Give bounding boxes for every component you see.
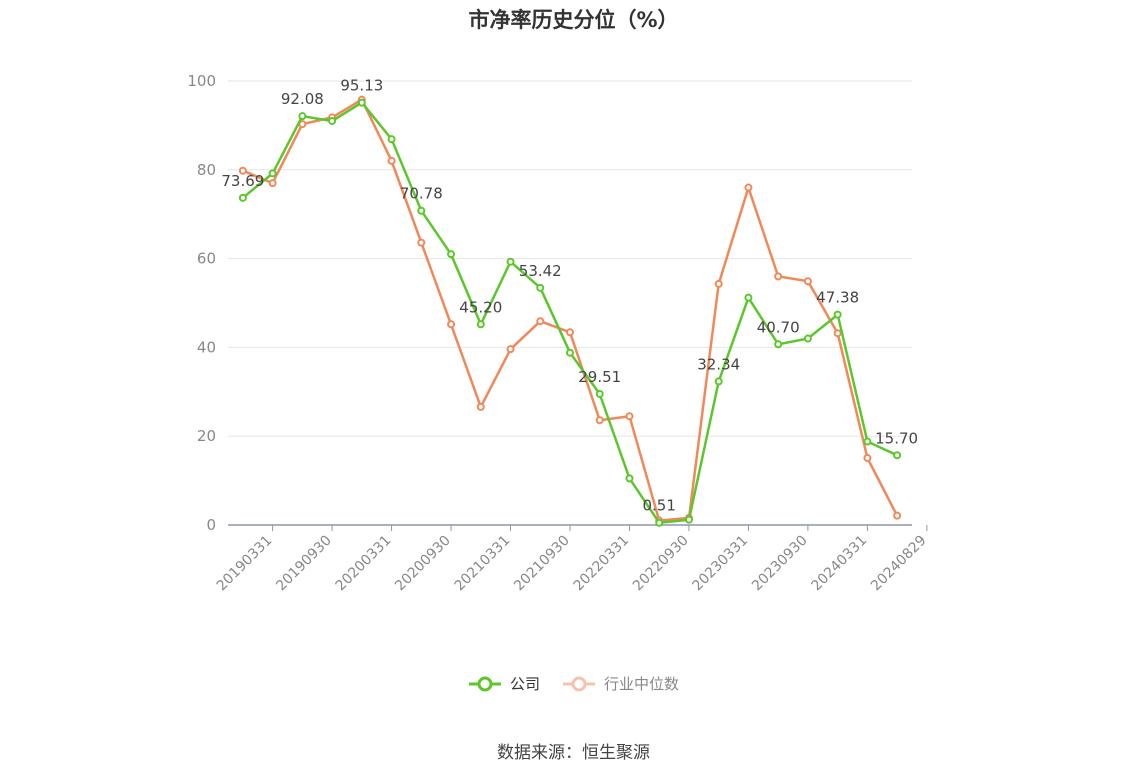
x-tick-label: 20220930 (630, 533, 692, 595)
y-tick-label: 60 (197, 250, 216, 268)
data-point (714, 377, 723, 386)
data-point (863, 437, 872, 446)
data-point (536, 317, 545, 326)
data-label: 73.69 (221, 172, 264, 190)
data-point (566, 348, 574, 357)
data-point (447, 320, 456, 329)
y-tick-label: 100 (187, 72, 216, 90)
x-tick-label: 20220331 (571, 533, 633, 595)
x-tick-label: 20210331 (452, 533, 514, 595)
legend-company-marker (468, 676, 501, 691)
data-label: 29.51 (578, 368, 621, 386)
data-point (625, 474, 634, 483)
chart-title: 市净率历史分位（%） (468, 8, 679, 32)
series-line-0 (242, 101, 898, 524)
data-point (566, 328, 574, 337)
y-tick-label: 20 (197, 427, 216, 445)
legend-label-industry-median: 行业中位数 (604, 675, 680, 693)
y-tick-label: 0 (206, 516, 216, 534)
data-point (328, 116, 337, 125)
legend-item-company[interactable]: 公司 (468, 673, 540, 694)
data-point (803, 277, 812, 286)
data-label: 0.51 (643, 497, 676, 515)
data-label: 32.34 (697, 355, 740, 373)
x-tick-label: 20190930 (273, 533, 335, 595)
x-axis: 2019033120190930202003312020093020210331… (214, 524, 930, 595)
data-point (536, 283, 545, 292)
data-point (744, 293, 753, 302)
data-point (268, 179, 277, 188)
data-label: 47.38 (816, 289, 859, 307)
x-tick-label: 20200331 (333, 533, 395, 595)
data-point (863, 453, 872, 462)
data-label: 70.78 (400, 185, 443, 203)
series-line-1 (242, 98, 899, 522)
legend: 公司 行业中位数 (0, 673, 1147, 694)
data-point (447, 250, 456, 259)
legend-item-industry-median[interactable]: 行业中位数 (562, 673, 679, 694)
data-point (893, 511, 902, 520)
data-label: 92.08 (281, 90, 324, 108)
x-tick-label: 20240829 (868, 533, 930, 595)
y-axis: 0 20 40 60 80 100 (187, 72, 216, 534)
data-label: 53.42 (519, 262, 562, 280)
data-label: 40.70 (757, 318, 800, 336)
data-label: 95.13 (340, 77, 383, 95)
x-tick-label: 20240331 (809, 533, 871, 595)
x-tick-label: 20190331 (214, 533, 276, 595)
data-point (238, 193, 247, 202)
legend-industry-marker (563, 676, 595, 691)
data-point (625, 412, 634, 421)
grid-lines (228, 80, 912, 437)
data-point (298, 112, 307, 121)
data-labels: 73.69 92.08 95.13 70.78 45.20 53.42 29.51 0.51 3… (221, 77, 918, 515)
y-tick-label: 80 (197, 161, 216, 179)
data-point (506, 257, 515, 266)
data-label: 15.70 (875, 429, 918, 447)
data-point (238, 166, 247, 175)
data-point (595, 416, 604, 425)
data-point (774, 340, 783, 349)
data-point (387, 156, 396, 165)
data-point (476, 320, 485, 329)
x-tick-label: 20210930 (511, 533, 573, 595)
series-group (238, 95, 902, 527)
data-point (387, 135, 396, 144)
legend-label-company: 公司 (509, 675, 540, 693)
data-point (417, 238, 426, 247)
data-point (476, 402, 485, 411)
data-point (714, 279, 723, 288)
data-point (803, 334, 812, 343)
data-point (595, 389, 604, 398)
data-point (506, 345, 515, 354)
data-point (893, 451, 902, 460)
data-point (655, 518, 664, 527)
data-point (744, 183, 753, 192)
data-point (774, 272, 783, 281)
data-point (417, 206, 426, 215)
x-tick-label: 20230331 (690, 533, 752, 595)
data-source: 数据来源：恒生聚源 (497, 743, 650, 763)
data-point (357, 98, 366, 107)
x-tick-label: 20200930 (392, 533, 454, 595)
data-point (684, 515, 693, 524)
y-tick-label: 40 (197, 338, 216, 356)
x-tick-label: 20230930 (749, 533, 811, 595)
data-point (268, 169, 277, 178)
data-point (833, 310, 842, 319)
data-point (833, 329, 842, 338)
data-label: 45.20 (459, 298, 502, 316)
